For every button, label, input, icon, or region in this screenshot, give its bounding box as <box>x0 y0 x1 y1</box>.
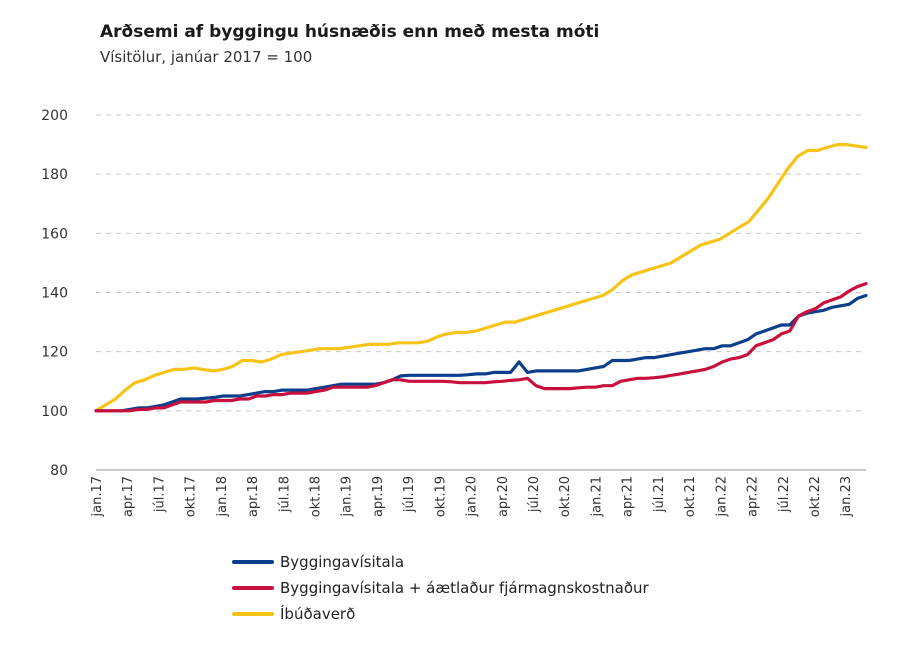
chart-title: Arðsemi af byggingu húsnæðis enn með mes… <box>100 22 600 42</box>
chart-subtitle: Vísitölur, janúar 2017 = 100 <box>100 48 313 66</box>
legend-swatch <box>232 586 274 590</box>
x-tick-label: apr.20 <box>496 476 511 517</box>
legend-label: Byggingavísitala <box>280 553 405 571</box>
x-tick-label: okt.21 <box>683 476 698 517</box>
legend-label: Íbúðaverð <box>280 605 356 623</box>
y-tick-label: 200 <box>41 108 68 124</box>
y-tick-label: 120 <box>41 345 68 361</box>
x-tick-label: apr.18 <box>246 476 261 517</box>
x-tick-label: júl.19 <box>402 476 417 513</box>
series-line-1 <box>94 282 868 413</box>
legend-item: Íbúðaverð <box>232 601 649 627</box>
legend-swatch <box>232 612 274 616</box>
x-tick-label: apr.21 <box>621 476 636 517</box>
x-tick-label: apr.22 <box>746 476 761 517</box>
legend: Byggingavísitala Byggingavísitala + áætla… <box>232 549 649 627</box>
x-tick-label: okt.20 <box>558 476 573 517</box>
y-tick-label: 180 <box>41 167 68 183</box>
x-tick-label: okt.22 <box>808 476 823 517</box>
x-tick-label: júl.21 <box>652 476 667 513</box>
x-tick-label: júl.22 <box>777 476 792 513</box>
legend-item: Byggingavísitala + áætlaður fjármagnskos… <box>232 575 649 601</box>
y-tick-label: 80 <box>50 463 68 479</box>
y-tick-label: 140 <box>41 286 68 302</box>
x-tick-label: jan.20 <box>465 476 480 518</box>
x-tick-label: apr.17 <box>121 476 136 517</box>
x-tick-label: jan.23 <box>839 476 854 518</box>
x-tick-label: júl.20 <box>527 476 542 513</box>
x-tick-label: jan.22 <box>714 476 729 518</box>
plot-area: 80 100 120 140 160 180 200 jan.17 apr.17 júl.17 ok… <box>41 108 868 518</box>
x-tick-label: okt.17 <box>184 476 199 517</box>
x-tick-label: okt.18 <box>309 476 324 517</box>
legend-item: Byggingavísitala <box>232 549 649 575</box>
x-tick-label: jan.18 <box>215 476 230 518</box>
y-tick-label: 160 <box>41 226 68 242</box>
x-tick-label: jan.17 <box>90 476 105 518</box>
series-line-0 <box>94 293 868 413</box>
x-tick-label: jan.19 <box>340 476 355 518</box>
legend-label: Byggingavísitala + áætlaður fjármagnskos… <box>280 579 649 597</box>
x-tick-label: okt.19 <box>433 476 448 517</box>
x-tick-label: apr.19 <box>371 476 386 517</box>
series-line-2 <box>94 143 868 413</box>
x-tick-label: júl.17 <box>152 476 167 513</box>
x-tick-label: júl.18 <box>277 476 292 513</box>
y-tick-label: 100 <box>41 404 68 420</box>
legend-swatch <box>232 560 274 564</box>
x-tick-label: jan.21 <box>589 476 604 518</box>
